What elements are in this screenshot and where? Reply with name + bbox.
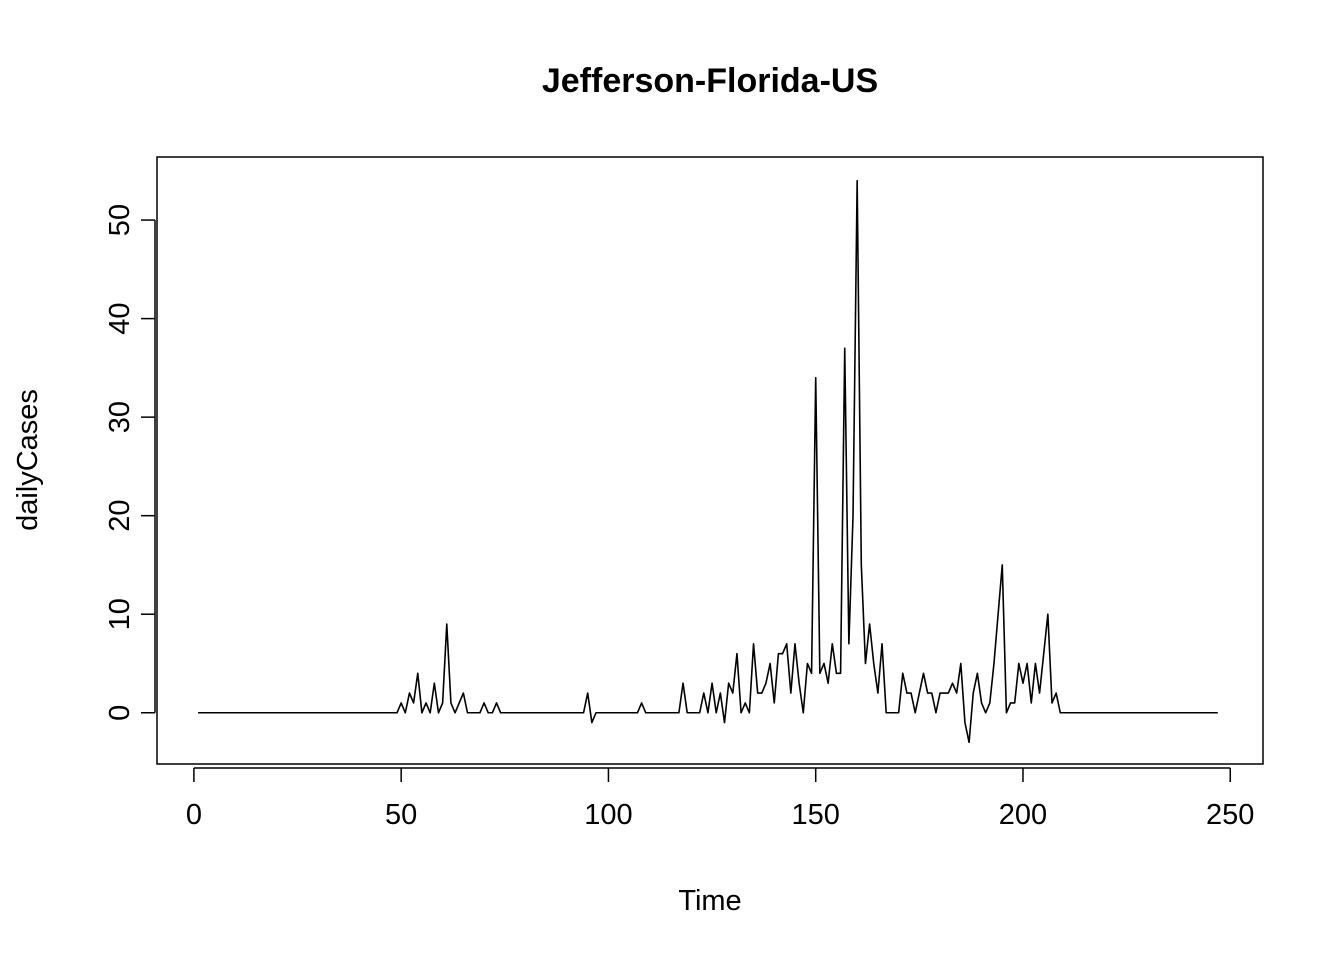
x-tick-label: 0 [186, 799, 202, 831]
x-tick-label: 50 [385, 799, 417, 831]
x-tick-label: 150 [792, 799, 840, 831]
y-tick-label: 40 [104, 302, 136, 334]
x-tick-label: 100 [584, 799, 632, 831]
y-tick-label: 10 [104, 598, 136, 630]
y-axis-label: dailyCases [12, 389, 44, 531]
plot-box [156, 156, 1264, 765]
chart-title: Jefferson-Florida-US [542, 62, 878, 100]
series-line [198, 179, 1218, 744]
x-axis: 0 50 100 150 200 250 [186, 767, 1254, 831]
x-axis-label: Time [678, 885, 741, 917]
x-tick-label: 200 [999, 799, 1047, 831]
x-tick-label: 250 [1206, 799, 1254, 831]
y-tick-label: 50 [104, 204, 136, 236]
y-tick-label: 0 [104, 705, 136, 721]
y-tick-label: 20 [104, 500, 136, 532]
y-tick-label: 30 [104, 401, 136, 433]
y-axis: 0 10 20 30 40 50 [104, 204, 156, 721]
